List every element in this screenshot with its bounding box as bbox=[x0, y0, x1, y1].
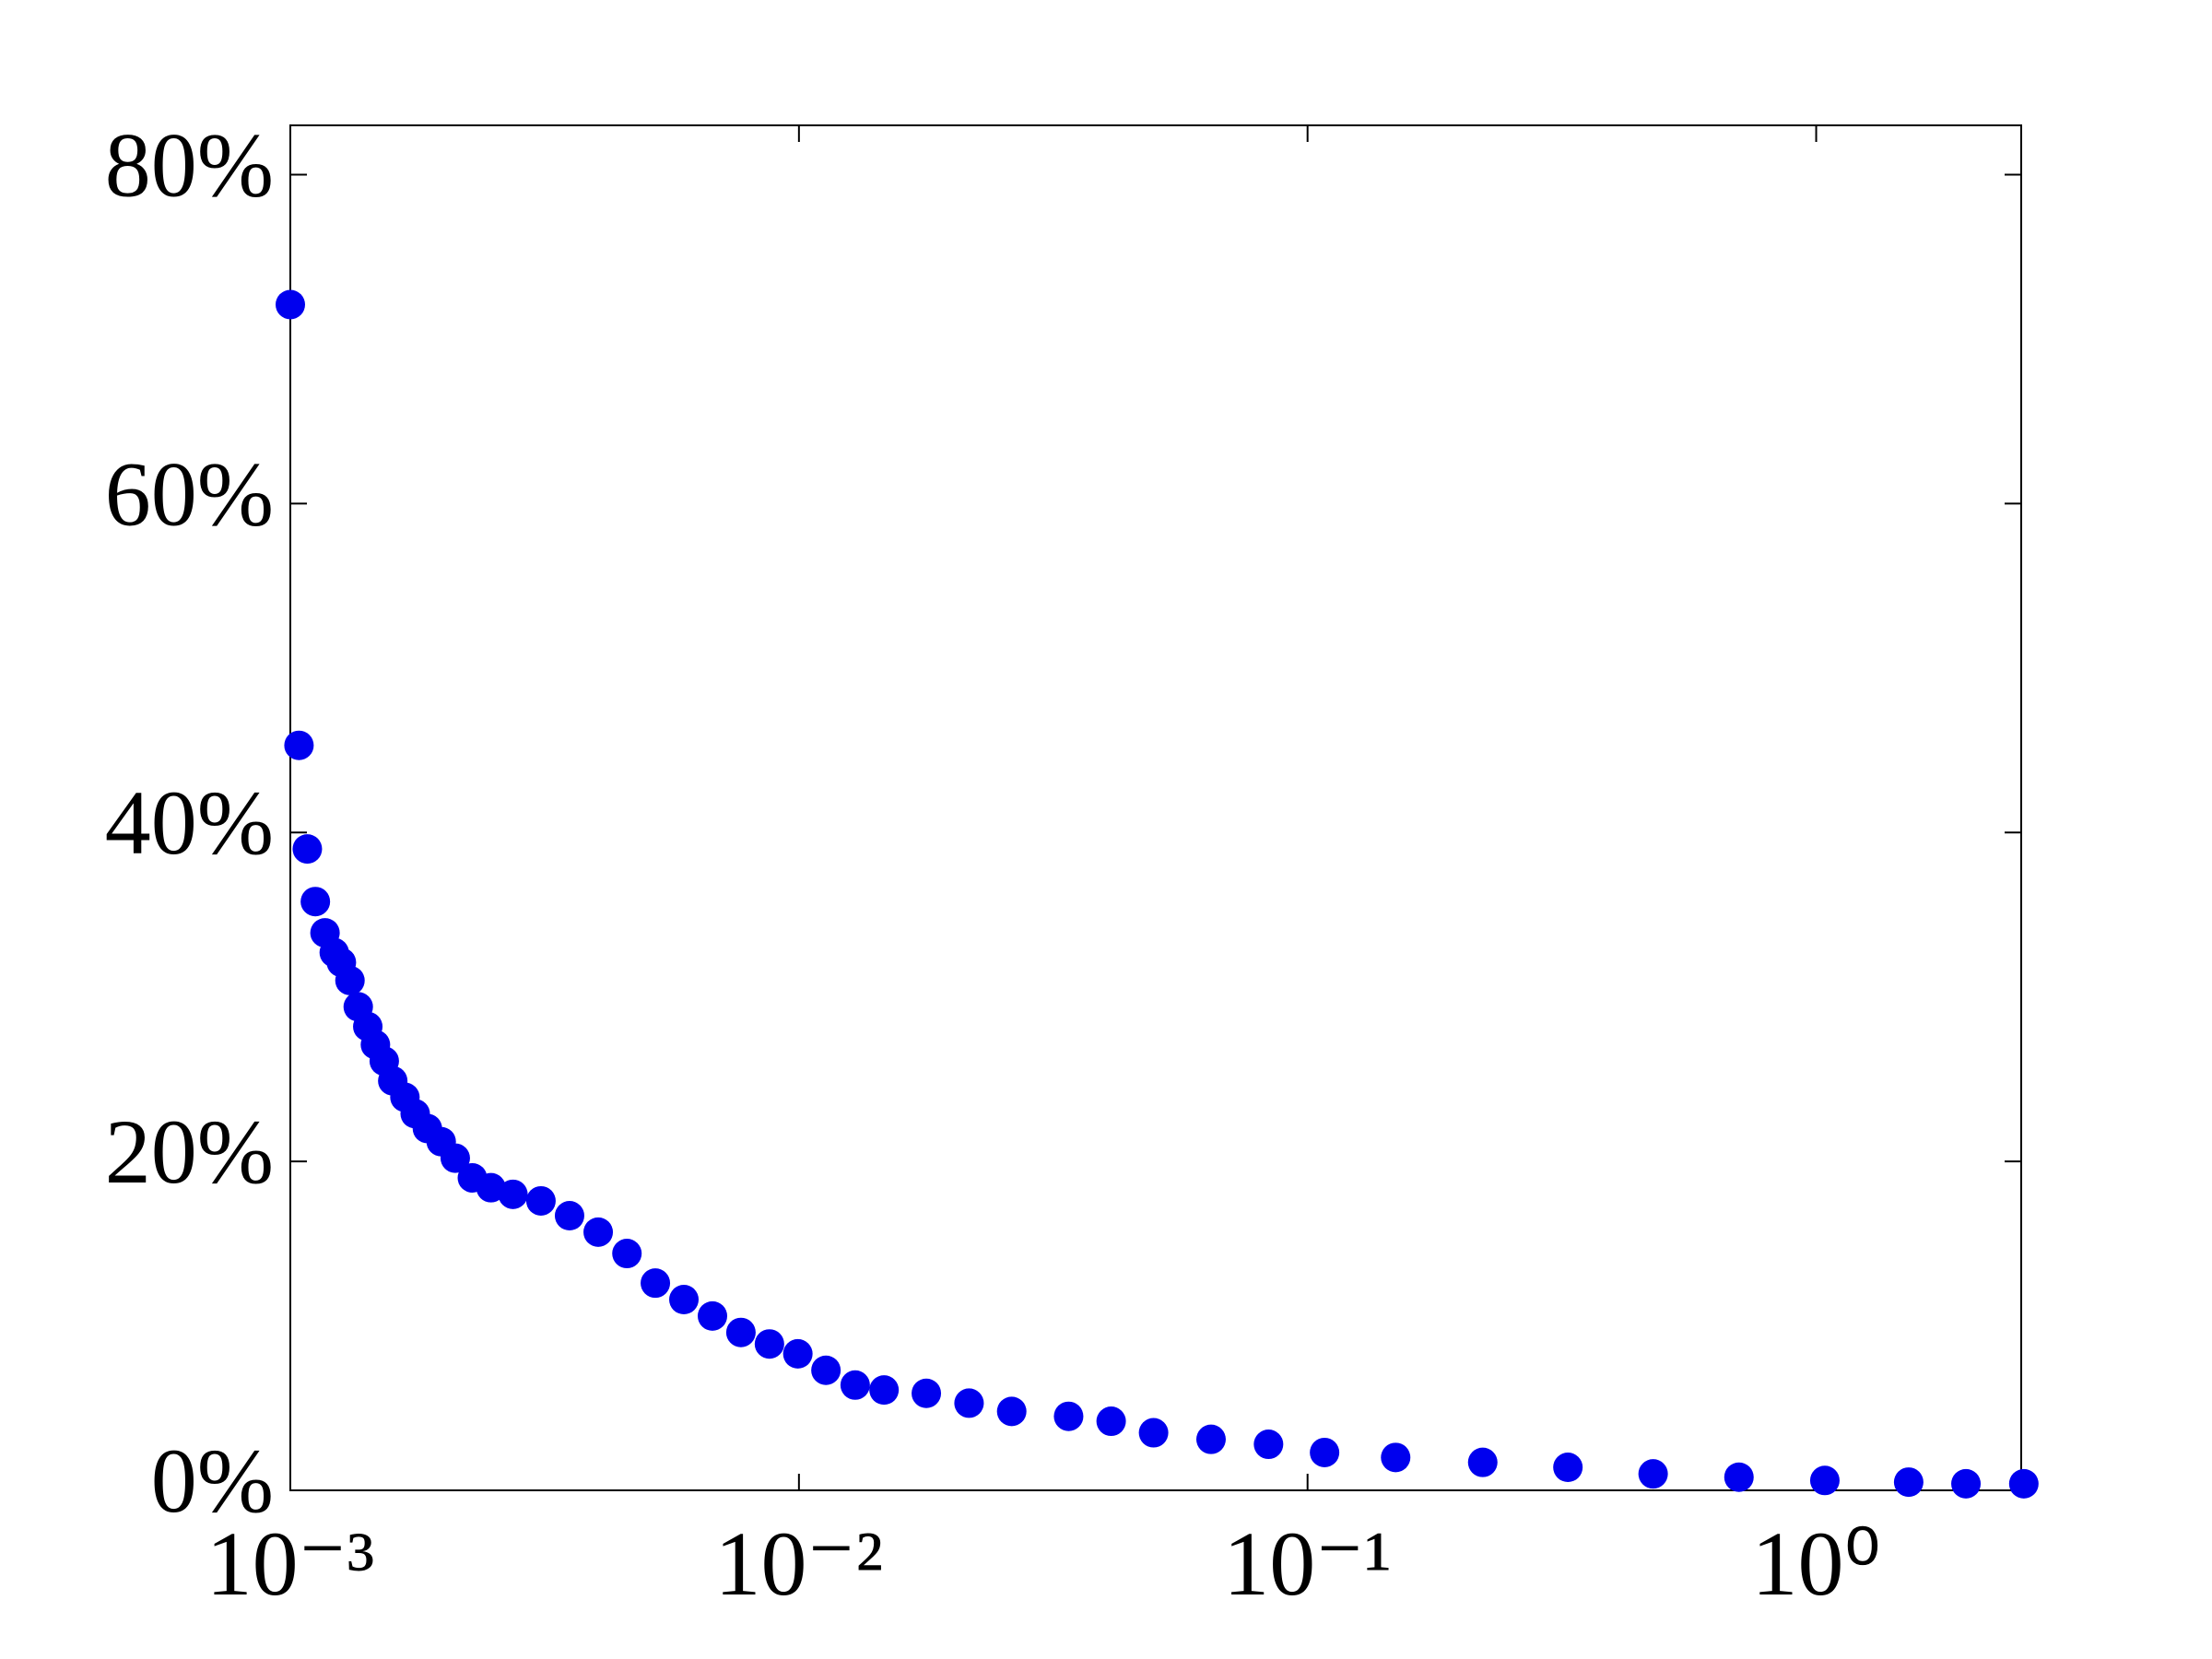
point bbox=[1053, 1401, 1084, 1431]
y-tick-label: 80% bbox=[105, 113, 274, 216]
point bbox=[641, 1268, 671, 1299]
point bbox=[1096, 1406, 1126, 1437]
point bbox=[954, 1388, 984, 1418]
point bbox=[912, 1378, 942, 1408]
point bbox=[869, 1375, 900, 1406]
point bbox=[754, 1329, 784, 1359]
point bbox=[840, 1370, 870, 1400]
point bbox=[1381, 1442, 1411, 1473]
point bbox=[554, 1201, 584, 1231]
point bbox=[996, 1396, 1027, 1427]
point bbox=[1553, 1453, 1583, 1483]
y-tick-label: 20% bbox=[105, 1100, 274, 1203]
point bbox=[1951, 1468, 1982, 1499]
point bbox=[1724, 1462, 1754, 1492]
plot-frame bbox=[289, 124, 2022, 1491]
x-tick-label: 10⁰ bbox=[1751, 1512, 1880, 1615]
point bbox=[698, 1300, 728, 1331]
point bbox=[1253, 1430, 1284, 1460]
x-tick-label: 10⁻³ bbox=[206, 1512, 375, 1615]
y-tick-label: 0% bbox=[151, 1430, 274, 1532]
point bbox=[276, 289, 305, 320]
point bbox=[525, 1185, 556, 1216]
point bbox=[725, 1317, 756, 1347]
point bbox=[1893, 1467, 1924, 1498]
point bbox=[782, 1338, 813, 1369]
point bbox=[335, 965, 365, 995]
point bbox=[2008, 1468, 2039, 1499]
point bbox=[1467, 1447, 1498, 1477]
point bbox=[300, 887, 331, 917]
point bbox=[669, 1285, 700, 1315]
x-tick-label: 10⁻² bbox=[714, 1512, 883, 1615]
point bbox=[292, 834, 323, 865]
point bbox=[1195, 1424, 1226, 1454]
point bbox=[612, 1239, 642, 1269]
point bbox=[1138, 1418, 1169, 1448]
point bbox=[583, 1217, 614, 1247]
point bbox=[1809, 1465, 1840, 1496]
point bbox=[1638, 1459, 1668, 1489]
y-tick-label: 60% bbox=[105, 442, 274, 545]
point bbox=[498, 1179, 528, 1209]
point bbox=[1310, 1437, 1340, 1467]
point bbox=[284, 730, 314, 760]
y-tick-label: 40% bbox=[105, 771, 274, 874]
point bbox=[440, 1143, 470, 1173]
point bbox=[811, 1355, 841, 1385]
x-tick-label: 10⁻¹ bbox=[1223, 1512, 1392, 1615]
